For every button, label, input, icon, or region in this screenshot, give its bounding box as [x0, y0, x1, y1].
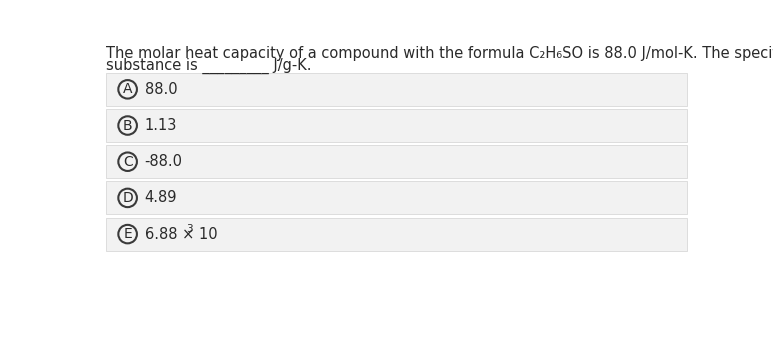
Text: 4.89: 4.89 — [145, 190, 177, 206]
Text: substance is _________ J/g-K.: substance is _________ J/g-K. — [106, 58, 312, 74]
Bar — [106, 145, 687, 178]
Bar — [106, 181, 687, 214]
Text: -88.0: -88.0 — [145, 154, 182, 169]
Text: C: C — [123, 155, 132, 169]
Text: B: B — [123, 119, 132, 132]
Text: 3: 3 — [186, 224, 193, 235]
Text: 6.88 × 10: 6.88 × 10 — [145, 226, 217, 242]
Text: A: A — [123, 82, 132, 96]
Text: D: D — [122, 191, 133, 205]
Bar — [106, 218, 687, 251]
Bar — [106, 109, 687, 142]
Text: 1.13: 1.13 — [145, 118, 177, 133]
Text: 88.0: 88.0 — [145, 82, 177, 97]
Bar — [106, 73, 687, 106]
Text: E: E — [123, 227, 132, 241]
Text: The molar heat capacity of a compound with the formula C₂H₆SO is 88.0 J/mol-K. T: The molar heat capacity of a compound wi… — [106, 46, 773, 61]
